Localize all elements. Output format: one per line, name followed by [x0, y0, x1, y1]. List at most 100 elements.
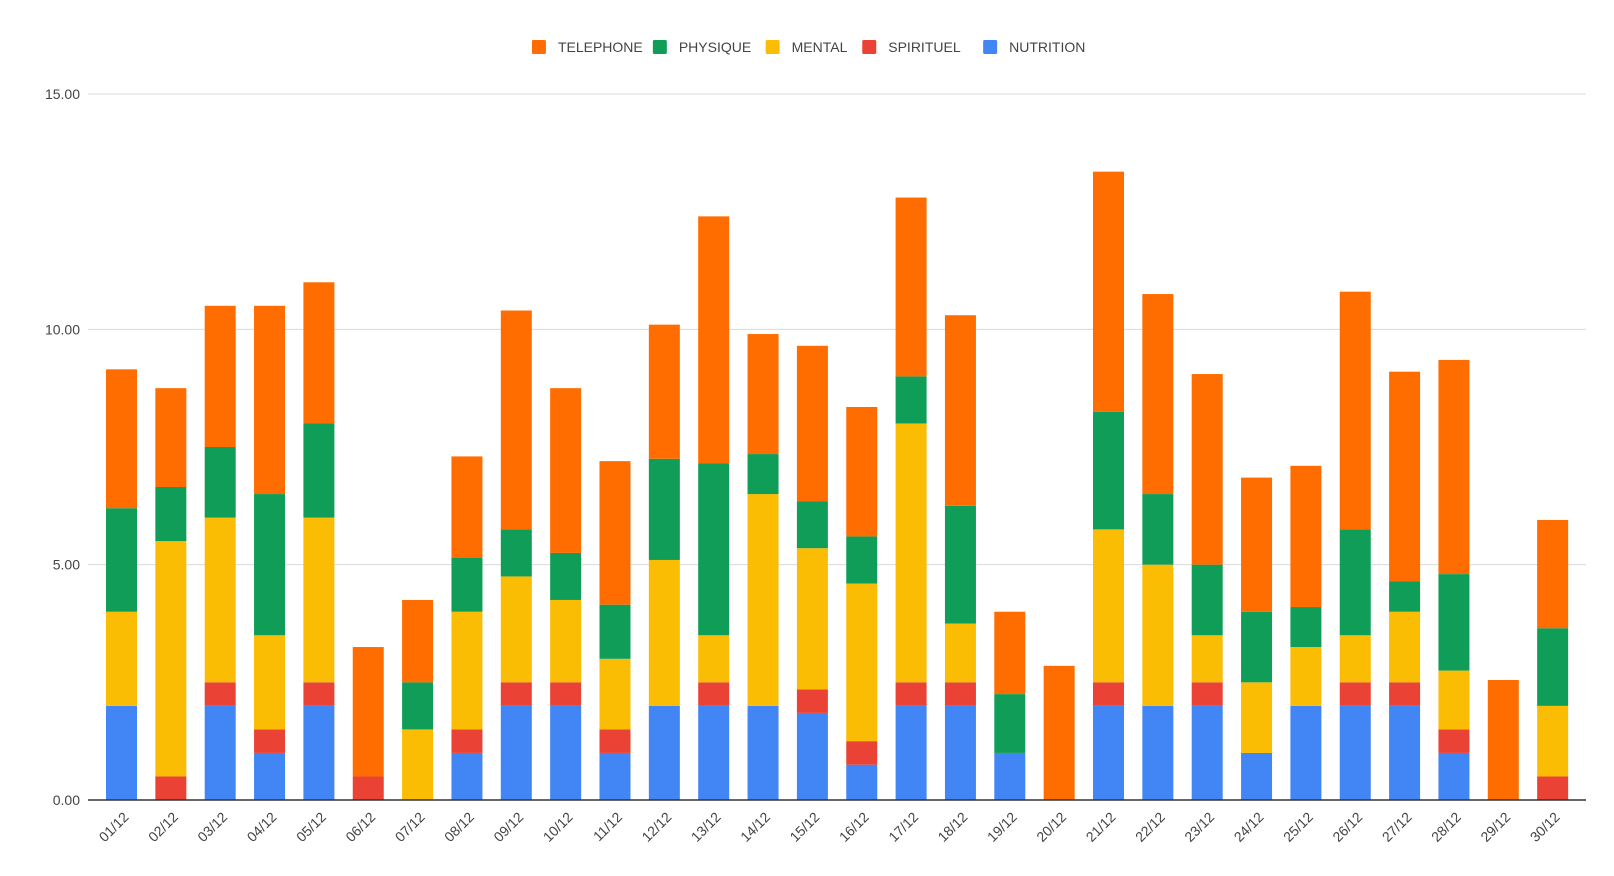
x-tick-label: 07/12	[392, 809, 428, 845]
bar-segment-spirituel	[1389, 682, 1421, 706]
bar-segment-spirituel	[944, 682, 976, 706]
x-tick-label: 24/12	[1231, 809, 1267, 845]
x-tick-label: 01/12	[96, 809, 132, 845]
x-tick-label: 25/12	[1280, 809, 1316, 845]
bar-segment-mental	[1142, 564, 1174, 706]
bar-segment-mental	[1537, 705, 1569, 777]
bar-segment-spirituel	[204, 682, 236, 706]
bar-segment-telephone	[254, 305, 286, 495]
bar-segment-physique	[254, 494, 286, 636]
legend-label: SPIRITUEL	[888, 39, 961, 55]
legend-label: TELEPHONE	[558, 39, 643, 55]
bar-stack-06-12	[352, 647, 384, 800]
bar-segment-telephone	[402, 599, 434, 683]
bar-segment-mental	[1389, 611, 1421, 683]
x-tick-label: 29/12	[1477, 809, 1513, 845]
bar-segment-physique	[451, 557, 483, 612]
legend-swatch	[652, 40, 667, 54]
legend-item-mental: MENTAL	[765, 39, 848, 55]
bar-segment-telephone	[648, 324, 680, 459]
y-tick-label: 15.00	[45, 86, 80, 102]
bar-segment-physique	[550, 552, 582, 600]
bar-stack-27-12	[1389, 371, 1421, 800]
bar-segment-physique	[796, 501, 828, 549]
x-tick-label: 20/12	[1033, 809, 1069, 845]
bar-stack-17-12	[895, 197, 927, 800]
bar-segment-telephone	[1290, 465, 1322, 608]
bar-segment-telephone	[1487, 679, 1519, 800]
bar-stack-10-12	[550, 388, 582, 800]
legend-item-telephone: TELEPHONE	[531, 39, 643, 55]
bar-segment-mental	[254, 635, 286, 730]
bar-segment-mental	[1339, 635, 1371, 683]
bar-segment-telephone	[303, 282, 335, 424]
bar-segment-telephone	[994, 611, 1026, 695]
bar-segment-mental	[1438, 670, 1470, 730]
bar-segment-spirituel	[1093, 682, 1124, 706]
bar-segment-spirituel	[895, 682, 927, 706]
bar-segment-spirituel	[155, 776, 187, 800]
bar-segment-physique	[944, 505, 976, 624]
bar-segment-nutrition	[1241, 752, 1273, 800]
bar-segment-mental	[1290, 647, 1322, 706]
bar-stack-23-12	[1191, 374, 1223, 800]
bar-segment-spirituel	[1339, 682, 1371, 706]
bar-segment-nutrition	[846, 764, 878, 800]
bar-segment-mental	[204, 517, 236, 683]
bar-segment-physique	[1241, 611, 1273, 683]
bar-segment-nutrition	[648, 705, 680, 800]
bar-segment-spirituel	[550, 682, 582, 706]
bar-segment-mental	[451, 611, 483, 730]
bar-segment-spirituel	[500, 682, 532, 706]
bar-segment-nutrition	[747, 705, 779, 800]
bar-stack-02-12	[155, 388, 187, 800]
bar-segment-physique	[648, 458, 680, 560]
bar-segment-telephone	[1241, 477, 1273, 612]
bar-segment-nutrition	[599, 752, 631, 800]
bar-segment-telephone	[500, 310, 532, 530]
bar-segment-telephone	[1438, 359, 1470, 575]
bar-segment-nutrition	[1290, 705, 1322, 800]
x-tick-label: 12/12	[638, 809, 674, 845]
bar-segment-telephone	[944, 315, 976, 506]
bar-segment-nutrition	[254, 752, 286, 800]
bar-segment-nutrition	[796, 712, 828, 800]
bar-segment-physique	[895, 376, 927, 424]
bar-segment-nutrition	[1389, 705, 1421, 800]
legend-swatch	[983, 40, 998, 54]
bar-segment-physique	[1191, 564, 1223, 636]
x-tick-label: 02/12	[145, 809, 181, 845]
bar-segment-mental	[402, 729, 434, 800]
legend-item-physique: PHYSIQUE	[652, 39, 751, 55]
legend-swatch	[862, 40, 877, 54]
bar-segment-telephone	[1339, 291, 1371, 530]
bar-stack-12-12	[648, 324, 680, 800]
bar-stack-04-12	[254, 305, 286, 800]
bar-segment-mental	[155, 541, 187, 777]
x-tick-label: 13/12	[688, 809, 724, 845]
x-tick-label: 10/12	[540, 809, 576, 845]
bar-stack-14-12	[747, 334, 779, 800]
bar-segment-physique	[402, 682, 434, 730]
bar-stack-11-12	[599, 461, 631, 800]
bar-stack-30-12	[1537, 519, 1569, 800]
bar-stack-05-12	[303, 282, 335, 800]
bar-segment-mental	[1191, 635, 1223, 683]
x-tick-label: 28/12	[1428, 809, 1464, 845]
bar-segment-mental	[944, 623, 976, 683]
bar-stack-21-12	[1093, 171, 1124, 800]
x-tick-label: 06/12	[342, 809, 378, 845]
bar-segment-telephone	[106, 369, 137, 509]
bar-stack-16-12	[846, 406, 878, 800]
bar-segment-mental	[648, 559, 680, 706]
bar-segment-telephone	[747, 334, 779, 455]
bar-segment-telephone	[1142, 294, 1174, 495]
gridlines	[88, 93, 1586, 566]
legend-label: PHYSIQUE	[679, 39, 751, 55]
bar-segment-nutrition	[1142, 705, 1174, 800]
x-axis-ticks: 01/12 02/12 03/12 04/12 05/12 06/12 07/12 08/12…	[96, 809, 1563, 845]
x-tick-label: 19/12	[984, 809, 1020, 845]
bar-segment-telephone	[1093, 171, 1124, 412]
bar-stack-13-12	[698, 216, 730, 800]
